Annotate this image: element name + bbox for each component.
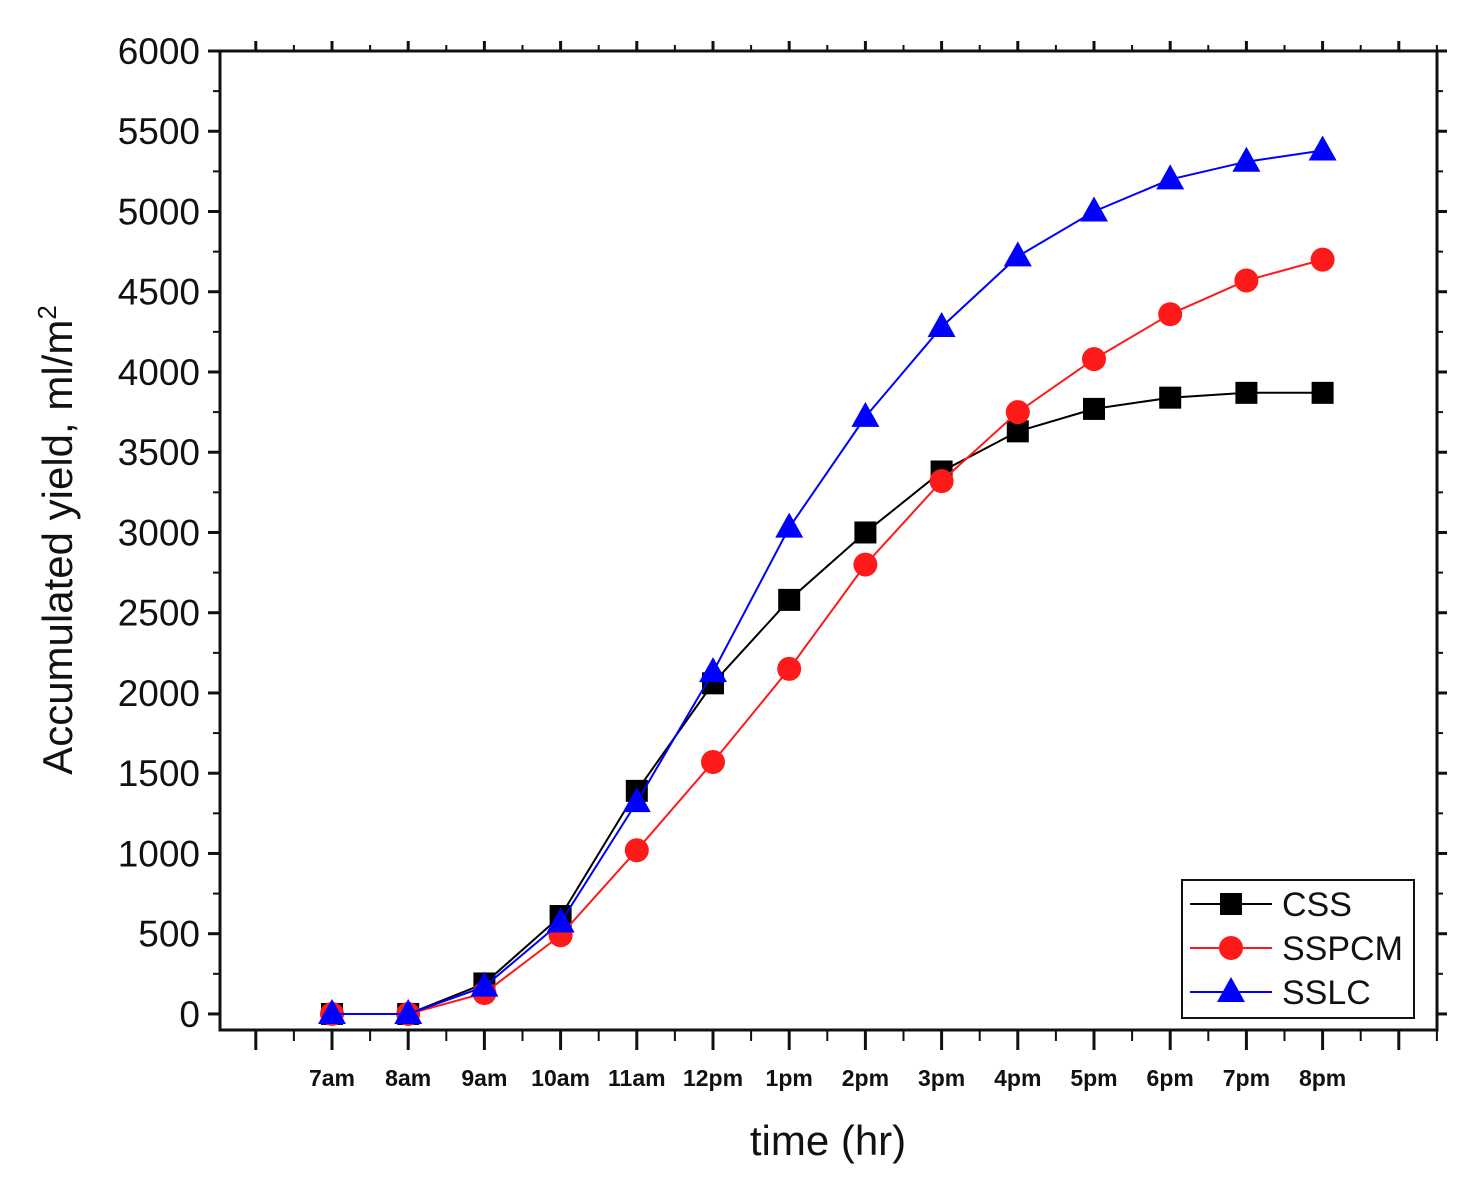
data-point-sslc xyxy=(1080,196,1108,222)
data-point-sslc xyxy=(1232,146,1261,172)
data-point-sslc xyxy=(622,787,651,813)
data-point-sslc xyxy=(1308,135,1337,161)
series-layer xyxy=(318,135,1337,1026)
y-axis-title: Accumulated yield, ml/m2 xyxy=(32,305,81,775)
y-tick-label: 6000 xyxy=(118,31,200,72)
legend: CSS SSPCM SSLC xyxy=(1181,879,1415,1019)
x-tick-label: 3pm xyxy=(918,1065,965,1091)
x-tick-label: 7am xyxy=(309,1065,355,1091)
y-tick-label: 0 xyxy=(179,994,200,1035)
x-tick-label: 7pm xyxy=(1223,1065,1270,1091)
legend-label-sspcm: SSPCM xyxy=(1282,930,1403,968)
data-point-sspcm xyxy=(929,469,954,494)
y-axis-ticks: 0 500 1000 1500 2000 2500 3000 3500 4000 4500 5000… xyxy=(118,31,1447,1035)
legend-marker-sslc xyxy=(1217,977,1245,1002)
data-point-sspcm xyxy=(1005,400,1030,425)
data-point-sslc xyxy=(1003,241,1032,267)
data-point-sslc xyxy=(470,971,499,997)
x-tick-label: 6pm xyxy=(1147,1065,1194,1091)
data-point-sspcm xyxy=(701,749,725,774)
y-tick-label: 5000 xyxy=(118,191,200,232)
x-tick-label: 8am xyxy=(385,1065,431,1091)
data-point-sslc xyxy=(318,998,346,1024)
plot-frame xyxy=(218,49,1439,1032)
y-tick-label: 3500 xyxy=(118,432,200,473)
data-point-css xyxy=(1159,386,1182,409)
data-point-sspcm xyxy=(1310,247,1335,272)
legend-marker-css xyxy=(1220,893,1242,915)
legend-label-css: CSS xyxy=(1282,886,1352,924)
data-point-css xyxy=(1083,397,1105,420)
x-tick-label: 4pm xyxy=(994,1065,1041,1091)
data-point-sslc xyxy=(1156,164,1185,190)
x-axis-title: time (hr) xyxy=(750,1117,906,1164)
x-tick-label: 12pm xyxy=(683,1065,743,1091)
data-point-sspcm xyxy=(624,838,649,863)
y-axis-title-superscript: 2 xyxy=(32,305,62,319)
y-tick-label: 5500 xyxy=(118,111,200,152)
y-tick-label: 1500 xyxy=(118,753,200,794)
data-point-css xyxy=(1235,381,1258,404)
y-tick-label: 500 xyxy=(138,914,200,955)
series-sslc xyxy=(318,135,1337,1024)
x-tick-label: 10am xyxy=(531,1065,590,1091)
data-point-sslc xyxy=(546,907,575,933)
y-tick-label: 4000 xyxy=(118,352,200,393)
data-point-sslc xyxy=(394,998,423,1024)
data-point-sspcm xyxy=(777,656,802,681)
data-point-css xyxy=(1006,420,1029,443)
series-line-sspcm xyxy=(332,258,1323,1015)
legend-label-sslc: SSLC xyxy=(1282,974,1371,1012)
y-tick-label: 1000 xyxy=(118,833,200,874)
x-axis-ticks: 7am 8am 9am 10am 11am 12pm 1pm 2pm 3pm 4pm 5pm 6pm 7… xyxy=(254,41,1438,1091)
legend-marker-sspcm xyxy=(1219,936,1243,960)
y-axis-title-text: Accumulated yield, ml/m xyxy=(34,320,81,775)
x-tick-label: 2pm xyxy=(842,1065,889,1091)
x-tick-label: 1pm xyxy=(766,1065,813,1091)
data-point-sspcm xyxy=(853,552,878,577)
y-tick-label: 2000 xyxy=(118,673,200,714)
y-tick-label: 2500 xyxy=(118,593,200,634)
data-point-css xyxy=(854,521,877,544)
x-tick-label: 8pm xyxy=(1299,1065,1346,1091)
data-point-sslc xyxy=(775,512,804,538)
data-point-sslc xyxy=(851,401,880,427)
data-point-sspcm xyxy=(1082,347,1106,372)
data-point-sspcm xyxy=(1234,268,1259,293)
data-point-css xyxy=(778,588,801,611)
data-point-sslc xyxy=(927,312,956,338)
x-tick-label: 5pm xyxy=(1070,1065,1117,1091)
data-point-sslc xyxy=(699,657,727,683)
data-point-css xyxy=(1311,381,1334,404)
y-tick-label: 4500 xyxy=(118,272,200,313)
x-tick-label: 9am xyxy=(461,1065,507,1091)
series-line-sslc xyxy=(332,149,1323,1015)
series-line-css xyxy=(332,391,1323,1015)
data-point-sspcm xyxy=(1158,302,1183,327)
y-tick-label: 3000 xyxy=(118,512,200,553)
x-tick-label: 11am xyxy=(608,1065,666,1091)
